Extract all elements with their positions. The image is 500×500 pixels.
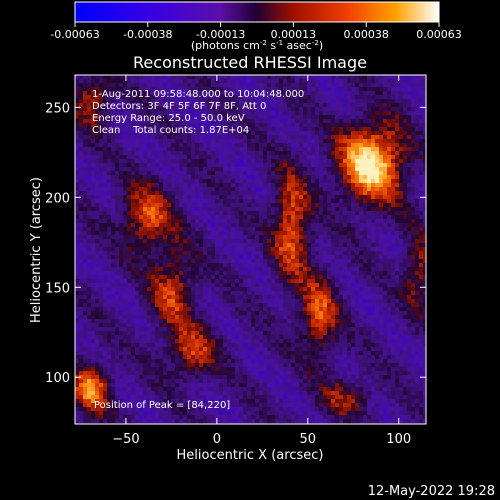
y-axis-label: Heliocentric Y (arcsec) [29, 177, 44, 323]
chart-title: Reconstructed RHESSI Image [133, 53, 367, 72]
colorbar-unit-label: (photons cm-2 s-1 asec-2) [191, 39, 323, 52]
colorbar-gradient [74, 1, 440, 23]
energy-range-text: Energy Range: 25.0 - 50.0 keV [92, 113, 245, 124]
y-tick-label: 250 [45, 101, 70, 116]
x-tick-label: 0 [213, 432, 221, 447]
observation-info: 1-Aug-2011 09:58:48.000 to 10:04:48.000 … [92, 89, 304, 136]
y-tick-label: 100 [45, 371, 70, 386]
y-axis-ticks: 100 150 200 250 [45, 101, 426, 386]
colorbar-tick-label: -0.00013 [196, 28, 245, 41]
y-tick-label: 150 [45, 281, 70, 296]
colorbar-tick-label: 0.00013 [271, 28, 317, 41]
detectors-text: Detectors: 3F 4F 5F 6F 7F 8F, Att 0 [92, 101, 266, 112]
colorbar-tick-label: 0.00038 [343, 28, 389, 41]
colorbar-ticks: -0.00063 -0.00038 -0.00013 0.00013 0.00038 0.… [50, 22, 462, 41]
colorbar-tick-label: -0.00063 [50, 28, 99, 41]
peak-position-text: Position of Peak = [84,220] [94, 400, 230, 411]
y-tick-label: 200 [45, 191, 70, 206]
colorbar: -0.00063 -0.00038 -0.00013 0.00013 0.00038 0.… [50, 1, 462, 52]
clean-counts-text: Clean Total counts: 1.87E+04 [92, 125, 249, 136]
colorbar-tick-label: 0.00063 [416, 28, 462, 41]
colorbar-tick-label: -0.00038 [123, 28, 172, 41]
x-tick-label: 50 [300, 432, 317, 447]
heatmap-image [75, 75, 426, 424]
time-range-text: 1-Aug-2011 09:58:48.000 to 10:04:48.000 [92, 89, 304, 100]
footer-timestamp: 12-May-2022 19:28 [368, 484, 495, 499]
x-tick-label: 100 [386, 432, 411, 447]
x-tick-label: −50 [112, 432, 139, 447]
x-axis-ticks: −50 0 50 100 [112, 75, 411, 447]
x-axis-label: Heliocentric X (arcsec) [177, 448, 324, 463]
plot-frame [74, 74, 427, 425]
